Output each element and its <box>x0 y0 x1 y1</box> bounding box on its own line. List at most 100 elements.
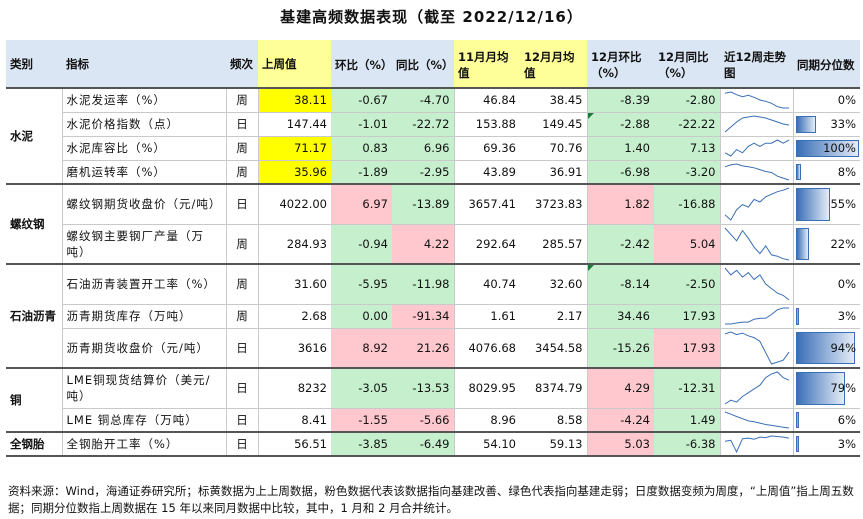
indicator-cell: 沥青期货收盘价（元/吨） <box>62 328 226 369</box>
table-row: 沥青期货库存（万吨）周 2.68 0.00 -91.34 1.61 2.17 34.46 17… <box>6 304 860 329</box>
dec-yoy-cell: -2.50 <box>654 263 720 305</box>
sparkline-chart <box>724 331 789 365</box>
sparkline-series <box>724 307 789 325</box>
nov-avg-cell: 153.88 <box>453 112 520 137</box>
percentile-value: 3% <box>837 309 856 323</box>
category-cell: 全钢胎 <box>6 431 63 457</box>
percentile-bar <box>795 411 800 428</box>
dec-mom-value: -6.98 <box>620 164 650 179</box>
dec-mom-value: -2.42 <box>620 236 650 251</box>
dec-yoy-cell: -22.22 <box>654 112 720 137</box>
percentile-value: 6% <box>837 412 856 427</box>
sparkline-cell <box>719 112 793 137</box>
percentile-cell: 6% <box>792 408 860 433</box>
dec-yoy-cell: 5.04 <box>654 224 720 265</box>
percentile-value: 79% <box>830 381 856 396</box>
table-row: 螺纹钢主要钢厂产量（万吨）周 284.93 -0.94 4.22 292.64 285.5… <box>6 224 860 265</box>
nov-avg-cell: 8.96 <box>453 408 520 433</box>
dec-yoy-cell: -2.80 <box>654 88 720 113</box>
header-sparkline: 近12周走势图 <box>720 40 793 89</box>
indicator-cell: 螺纹钢期货收盘价（元/吨） <box>62 183 226 225</box>
sparkline-chart <box>724 115 789 133</box>
last-week-cell: 56.51 <box>257 431 331 457</box>
percentile-bar <box>795 227 810 260</box>
dec-mom-cell: 1.82 <box>586 183 654 225</box>
frequency-cell: 日 <box>225 367 258 409</box>
percentile-bar <box>795 139 859 157</box>
yoy-cell: -5.66 <box>392 408 454 433</box>
last-week-cell: 4022.00 <box>257 183 331 225</box>
sparkline-cell <box>719 136 793 161</box>
dec-yoy-cell: 17.93 <box>654 328 720 369</box>
frequency-cell: 周 <box>225 88 258 113</box>
dec-yoy-cell: -16.88 <box>654 183 720 225</box>
percentile-value: 3% <box>837 437 856 451</box>
indicator-cell: 全钢胎开工率（%） <box>62 431 226 457</box>
header-frequency: 频次 <box>226 40 258 89</box>
indicator-cell: 水泥发运率（%） <box>62 88 226 113</box>
nov-avg-cell: 4076.68 <box>453 328 520 369</box>
category-cell: 水泥 <box>6 88 63 185</box>
yoy-cell: -2.95 <box>392 160 454 185</box>
percentile-cell: 3% <box>792 304 860 329</box>
sparkline-series <box>724 411 789 429</box>
indicator-cell: 石油沥青装置开工率（%） <box>62 263 226 305</box>
percentile-value: 100% <box>823 141 856 155</box>
dec-avg-cell: 8.58 <box>520 408 587 433</box>
comment-marker-icon <box>588 266 594 271</box>
percentile-cell: 3% <box>792 431 860 457</box>
percentile-cell: 55% <box>792 183 860 225</box>
percentile-cell: 8% <box>792 160 860 185</box>
dec-avg-cell: 8374.79 <box>520 367 587 409</box>
nov-avg-cell: 8029.95 <box>453 367 520 409</box>
last-week-cell: 2.68 <box>257 304 331 329</box>
table-row: 水泥价格指数（点）日 147.44 -1.01 -22.72 153.88 149.45 -… <box>6 112 860 137</box>
dec-mom-cell: -2.88 <box>586 112 654 137</box>
dec-mom-cell: -6.98 <box>586 160 654 185</box>
sparkline-series <box>724 139 789 157</box>
wow-cell: -1.01 <box>331 112 392 137</box>
dec-avg-cell: 3454.58 <box>520 328 587 369</box>
dec-mom-cell: 1.40 <box>586 136 654 161</box>
header-wow: 环比（%） <box>331 40 392 89</box>
dec-avg-cell: 2.17 <box>520 304 587 329</box>
percentile-cell: 0% <box>792 263 860 305</box>
sparkline-series <box>724 435 789 454</box>
frequency-cell: 日 <box>225 183 258 225</box>
dec-mom-cell: -2.42 <box>586 224 654 265</box>
frequency-cell: 日 <box>225 112 258 137</box>
wow-cell: -0.67 <box>331 88 392 113</box>
indicator-cell: LME 铜总库存（万吨） <box>62 408 226 433</box>
percentile-cell: 22% <box>792 224 860 265</box>
frequency-cell: 周 <box>225 263 258 305</box>
table-row: 沥青期货收盘价（元/吨）日 3616 8.92 21.26 4076.68 3454.58… <box>6 328 860 369</box>
sparkline-cell <box>719 431 793 457</box>
header-dec-mom: 12月环比（%） <box>587 40 654 89</box>
dec-avg-cell: 285.57 <box>520 224 587 265</box>
sparkline-chart <box>724 307 789 325</box>
yoy-cell: 6.96 <box>392 136 454 161</box>
frequency-cell: 周 <box>225 160 258 185</box>
footnote: 资料来源：Wind，海通证券研究所；标黄数据为上上周数据，粉色数据代表该数据指向… <box>8 484 854 515</box>
dec-avg-cell: 70.76 <box>520 136 587 161</box>
dec-mom-value: 1.40 <box>624 141 650 155</box>
sparkline-cell <box>719 304 793 329</box>
indicator-cell: 磨机运转率（%） <box>62 160 226 185</box>
dec-yoy-cell: 7.13 <box>654 136 720 161</box>
percentile-value: 55% <box>830 197 856 212</box>
dec-mom-cell: 34.46 <box>586 304 654 329</box>
wow-cell: -3.85 <box>331 431 392 457</box>
yoy-cell: -91.34 <box>392 304 454 329</box>
header-nov-avg: 11月月均值 <box>454 40 520 89</box>
header-dec-avg: 12月月均值 <box>520 40 587 89</box>
dec-mom-value: 4.29 <box>624 381 650 396</box>
dec-avg-cell: 32.60 <box>520 263 587 305</box>
table-row: 铜 LME铜现货结算价（美元/吨）日 8232 -3.05 -13.53 8029.95 8… <box>6 367 860 433</box>
percentile-value: 0% <box>837 277 856 292</box>
frequency-cell: 周 <box>225 136 258 161</box>
page-title: 基建高频数据表现（截至 2022/12/16） <box>280 8 583 26</box>
dec-mom-value: -8.39 <box>620 93 650 108</box>
percentile-value: 22% <box>830 236 856 251</box>
header-percentile: 同期分位数 <box>793 40 860 89</box>
sparkline-cell <box>719 183 793 225</box>
